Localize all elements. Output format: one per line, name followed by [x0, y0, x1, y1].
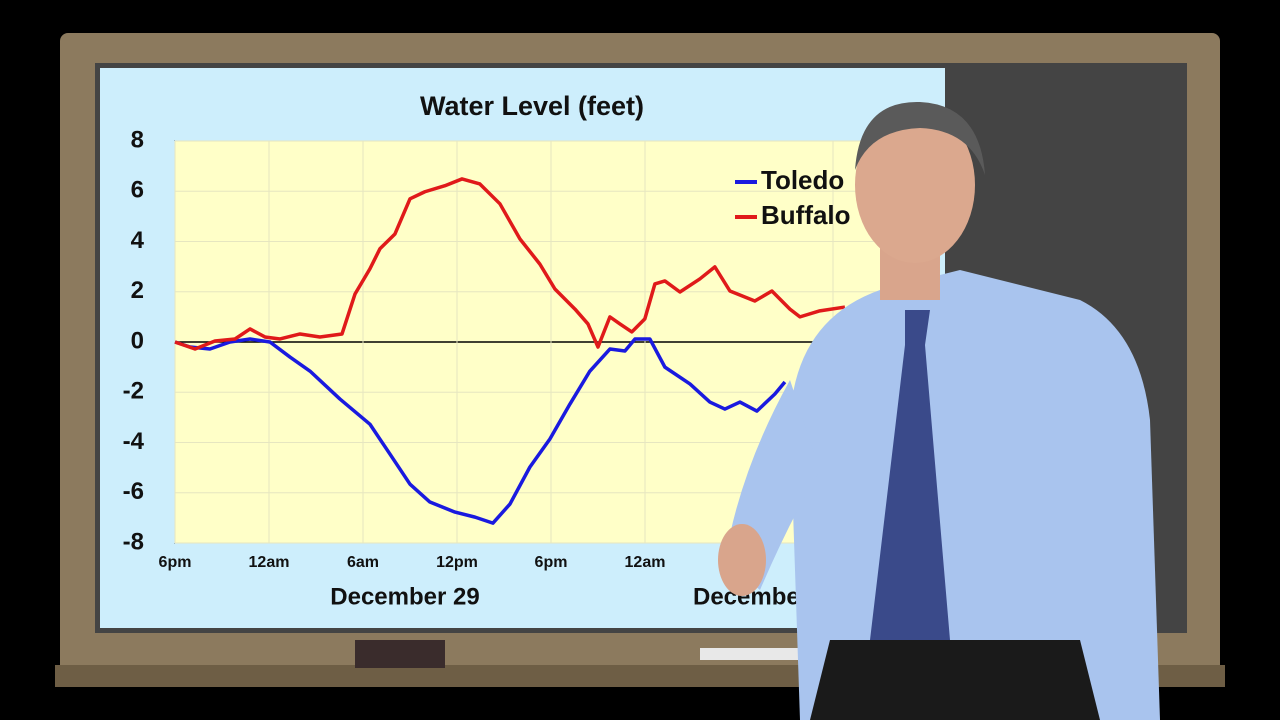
hand [718, 524, 766, 596]
y-tick-label: 2 [131, 277, 144, 304]
chart: Water Level (feet) -8 -6 -4 -2 0 2 4 6 8 6pm 12am 6… [123, 91, 927, 610]
y-tick-label: -2 [123, 378, 144, 405]
y-tick-label: -4 [123, 428, 145, 455]
date-label: December 29 [330, 583, 479, 610]
legend-label: Buffalo [761, 200, 851, 230]
y-tick-label: 4 [131, 227, 145, 254]
x-tick-label: 6pm [159, 554, 192, 571]
y-tick-label: 8 [131, 126, 144, 153]
hair [855, 101, 985, 175]
x-tick-label: 6am [347, 554, 379, 571]
presenter [718, 101, 1160, 720]
y-tick-label: 0 [131, 327, 144, 354]
legend-label: Toledo [761, 165, 844, 195]
y-tick-label: -6 [123, 478, 144, 505]
chart-title: Water Level (feet) [420, 91, 644, 121]
x-tick-label: 12am [625, 554, 666, 571]
series-line [174, 337, 787, 525]
trousers [810, 640, 1100, 720]
y-tick-label: 6 [131, 177, 144, 204]
x-tick-label: 12pm [436, 554, 478, 571]
eraser [355, 640, 445, 668]
y-tick-label: -8 [123, 528, 144, 555]
x-tick-label: 12am [249, 554, 290, 571]
x-tick-label: 6pm [535, 554, 568, 571]
series-line [174, 177, 846, 351]
chalk [700, 648, 810, 660]
tie [870, 310, 950, 690]
head [855, 107, 975, 263]
